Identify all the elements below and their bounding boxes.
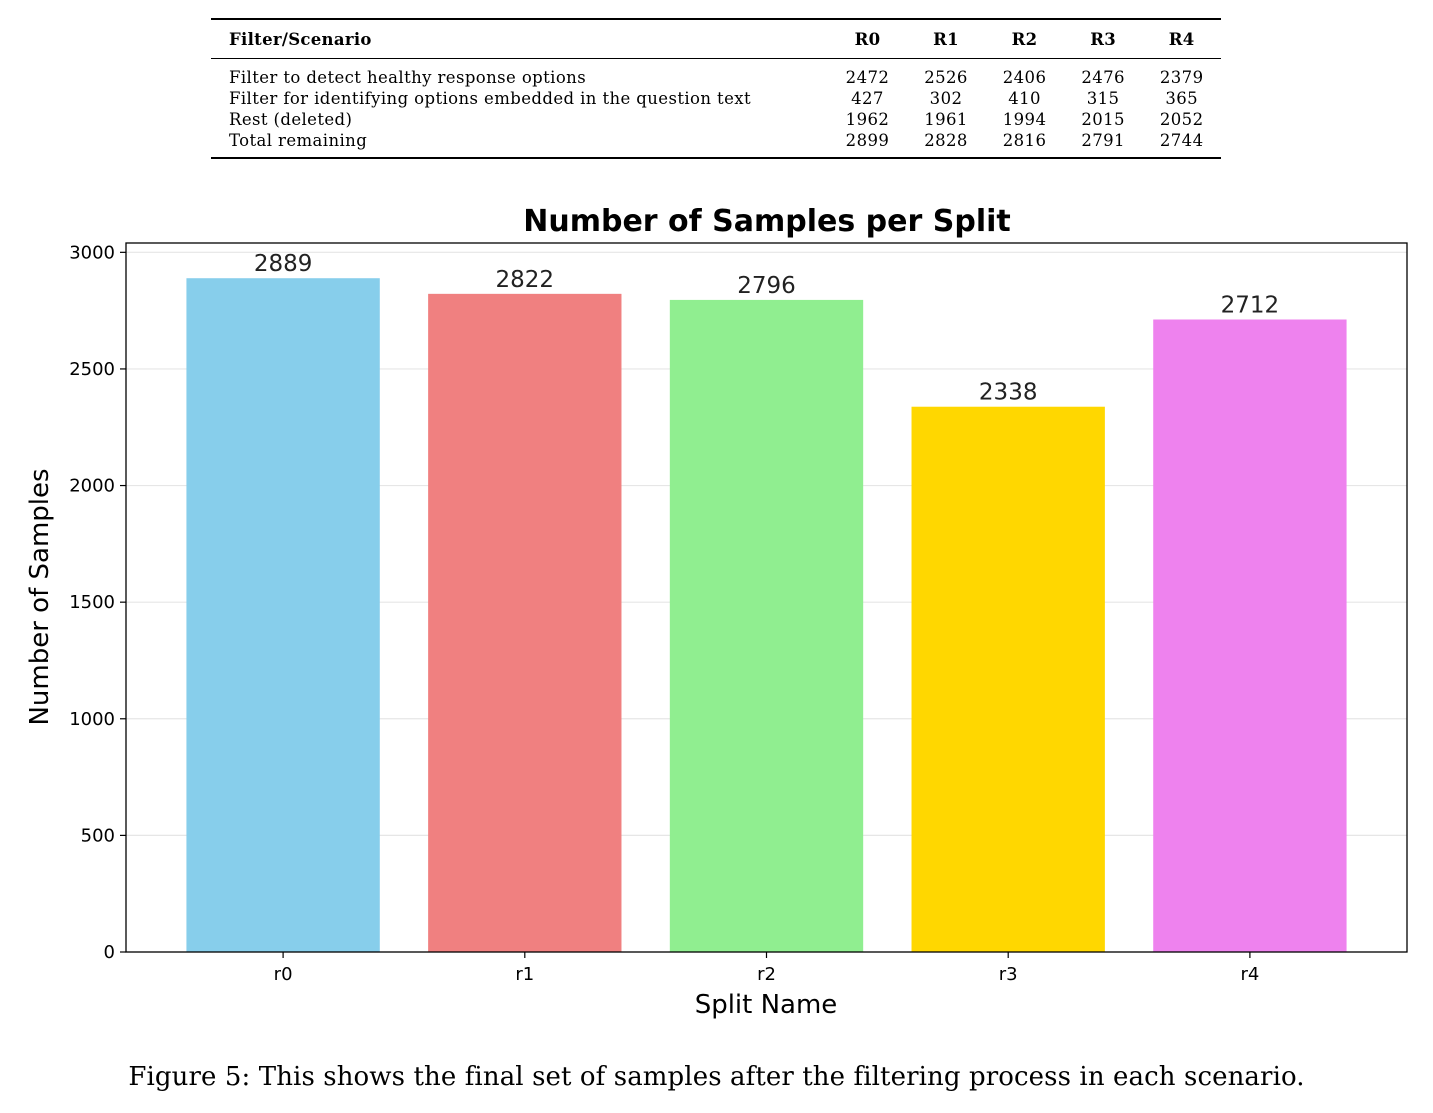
table-cell: Rest (deleted)	[229, 110, 353, 129]
x-tick-label: r4	[1240, 964, 1259, 985]
x-tick-label: r0	[274, 964, 293, 985]
table-cell: 2828	[924, 131, 968, 150]
chart-bars	[186, 278, 1347, 952]
table-cell: 2899	[845, 131, 890, 150]
table-cell: 1961	[924, 110, 968, 129]
bar-value-label: 2822	[496, 267, 555, 293]
table-cell: 302	[929, 89, 963, 108]
table-cell: 1962	[845, 110, 890, 129]
table-row: Filter to detect healthy response option…	[211, 59, 1221, 89]
table-cell: 427	[851, 89, 884, 108]
chart-title: Number of Samples per Split	[523, 204, 1010, 239]
y-tick-label: 2500	[69, 359, 115, 380]
filter-results-table: Filter/Scenario R0 R1 R2 R3 R4 Filter to…	[211, 18, 1221, 159]
chart-x-axis-label: Split Name	[695, 990, 838, 1020]
x-tick-label: r2	[757, 964, 776, 985]
table-cell: Filter to detect healthy response option…	[229, 68, 587, 87]
table-header-cell: R3	[1090, 29, 1117, 49]
table-cell: 2526	[924, 68, 968, 87]
table-header-cell: Filter/Scenario	[229, 29, 372, 49]
samples-per-split-bar-chart: 2889 2822 2796 2338 2712 0 500 1000 1500 2000 250…	[25, 204, 1408, 1020]
y-tick-label: 500	[81, 825, 115, 846]
bar-r0	[186, 278, 380, 952]
table-header-cell: R4	[1168, 29, 1195, 49]
table-cell: 315	[1086, 89, 1120, 108]
table-cell: 2052	[1159, 110, 1204, 129]
x-tick-label: r3	[999, 964, 1018, 985]
bar-value-label: 2796	[737, 273, 796, 299]
table-cell: Filter for identifying options embedded …	[229, 89, 751, 108]
table-row: Filter for identifying options embedded …	[211, 88, 1221, 109]
y-tick-label: 1500	[69, 592, 115, 613]
table-cell: 1994	[1002, 110, 1047, 129]
bar-r2	[669, 299, 864, 952]
table-row: Rest (deleted) 1962 1961 1994 2015 2052	[211, 109, 1221, 130]
table-cell: 2472	[845, 68, 890, 87]
bar-r1	[428, 293, 622, 952]
bar-r4	[1153, 319, 1347, 952]
table-header-cell: R1	[933, 29, 959, 49]
table-header-cell: R0	[854, 29, 881, 49]
table-cell: 2744	[1159, 131, 1204, 150]
bar-value-label: 2889	[254, 251, 313, 277]
table-cell: 410	[1008, 89, 1041, 108]
table-header-row: Filter/Scenario R0 R1 R2 R3 R4	[211, 19, 1221, 59]
table-cell: 2791	[1081, 131, 1125, 150]
y-tick-label: 2000	[69, 476, 115, 497]
y-tick-label: 1000	[69, 709, 115, 730]
table-cell: 2406	[1002, 68, 1047, 87]
chart-y-axis-label: Number of Samples	[25, 468, 55, 725]
table-header-cell: R2	[1011, 29, 1038, 49]
y-tick-label: 0	[104, 942, 115, 963]
filter-results-table-container: Filter/Scenario R0 R1 R2 R3 R4 Filter to…	[211, 18, 1221, 159]
bar-value-label: 2338	[979, 380, 1038, 406]
table-row: Total remaining 2899 2828 2816 2791 2744	[211, 130, 1221, 158]
table-cell: Total remaining	[229, 131, 368, 150]
bar-r3	[911, 406, 1105, 952]
bar-value-label: 2712	[1221, 292, 1280, 318]
chart-data-labels: 2889 2822 2796 2338 2712	[254, 251, 1279, 406]
table-cell: 2816	[1002, 131, 1047, 150]
figure-caption: Figure 5: This shows the final set of sa…	[128, 1062, 1305, 1092]
x-tick-label: r1	[515, 964, 534, 985]
chart-axes: 0 500 1000 1500 2000 2500 3000 r0 r1 r2 r3 r4	[69, 242, 1259, 985]
table-cell: 2379	[1159, 68, 1204, 87]
table-cell: 2476	[1081, 68, 1125, 87]
table-cell: 2015	[1081, 110, 1125, 129]
y-tick-label: 3000	[69, 242, 115, 263]
table-cell: 365	[1165, 89, 1199, 108]
